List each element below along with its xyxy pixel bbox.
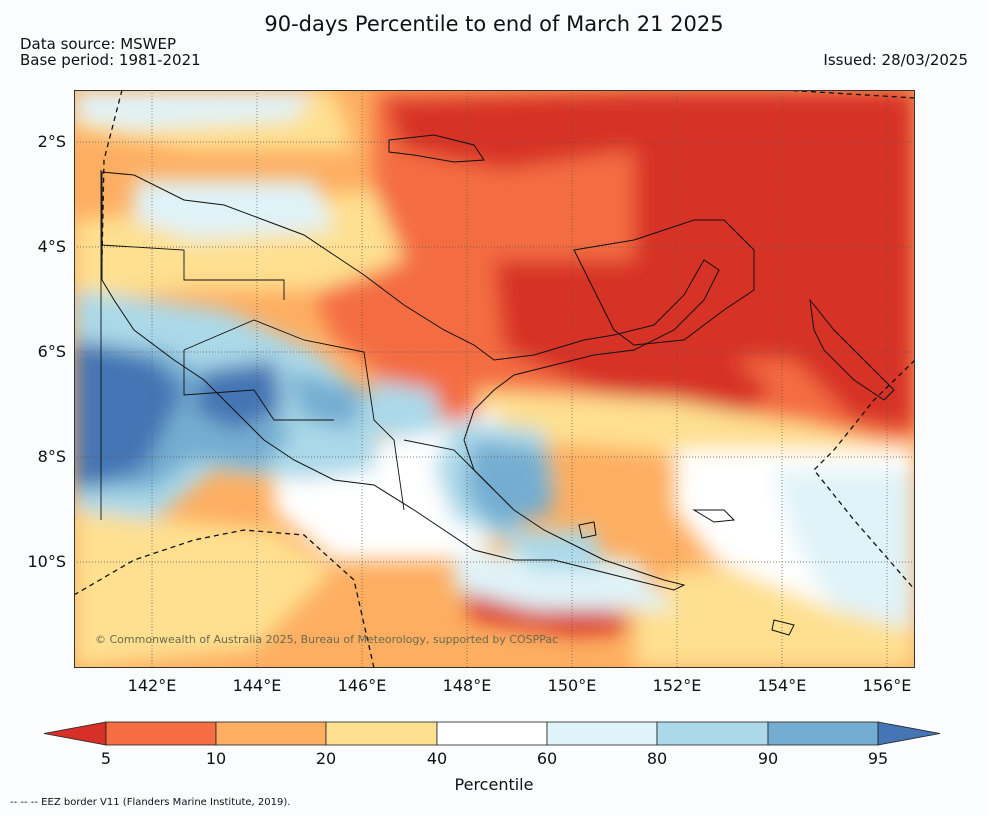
percentile-field — [74, 90, 915, 668]
colorbar-label-10: 10 — [205, 749, 227, 768]
copyright-text: © Commonwealth of Australia 2025, Bureau… — [95, 633, 559, 646]
lon-label-148e: 148°E — [442, 676, 492, 695]
lon-label-150e: 150°E — [547, 676, 597, 695]
lon-label-142e: 142°E — [127, 676, 177, 695]
colorbar-over-arrow — [877, 721, 941, 746]
gridlines — [74, 90, 915, 668]
colorbar-label-90: 90 — [757, 749, 779, 768]
lat-label-2s: 2°S — [37, 132, 66, 151]
lat-label-10s: 10°S — [27, 552, 66, 571]
eez-footnote: -- -- -- EEZ border V11 (Flanders Marine… — [10, 797, 291, 808]
colorbar-label-40: 40 — [426, 749, 448, 768]
colorbar-label-5: 5 — [100, 749, 112, 768]
colorbar-5-10 — [105, 721, 217, 746]
colorbar-40-60 — [436, 721, 548, 746]
lon-label-146e: 146°E — [337, 676, 387, 695]
issued-date-text: Issued: 28/03/2025 — [823, 51, 968, 69]
lon-label-156e: 156°E — [862, 676, 912, 695]
map-frame — [74, 90, 915, 668]
land-borders — [100, 170, 495, 520]
colorbar-80-90 — [656, 721, 769, 746]
map-title: 90-days Percentile to end of March 21 20… — [264, 12, 724, 36]
lon-label-152e: 152°E — [652, 676, 702, 695]
colorbar-under-arrow — [43, 721, 107, 746]
colorbar-label-95: 95 — [867, 749, 889, 768]
lon-label-154e: 154°E — [757, 676, 807, 695]
lat-label-8s: 8°S — [37, 447, 66, 466]
colorbar-10-20 — [215, 721, 327, 746]
colorbar-20-40 — [325, 721, 438, 746]
colorbar-60-80 — [546, 721, 658, 746]
colorbar-title: Percentile — [454, 775, 534, 794]
colorbar-label-80: 80 — [646, 749, 668, 768]
colorbar — [43, 721, 941, 746]
lat-label-4s: 4°S — [37, 237, 66, 256]
lon-label-144e: 144°E — [232, 676, 282, 695]
colorbar-label-60: 60 — [536, 749, 558, 768]
eez-borders — [74, 90, 915, 668]
lat-label-6s: 6°S — [37, 342, 66, 361]
base-period-text: Base period: 1981-2021 — [20, 51, 201, 69]
percentile-map — [74, 90, 915, 668]
data-source-text: Data source: MSWEP — [20, 35, 177, 53]
coastlines — [101, 134, 895, 636]
colorbar-90-95 — [767, 721, 879, 746]
colorbar-label-20: 20 — [315, 749, 337, 768]
